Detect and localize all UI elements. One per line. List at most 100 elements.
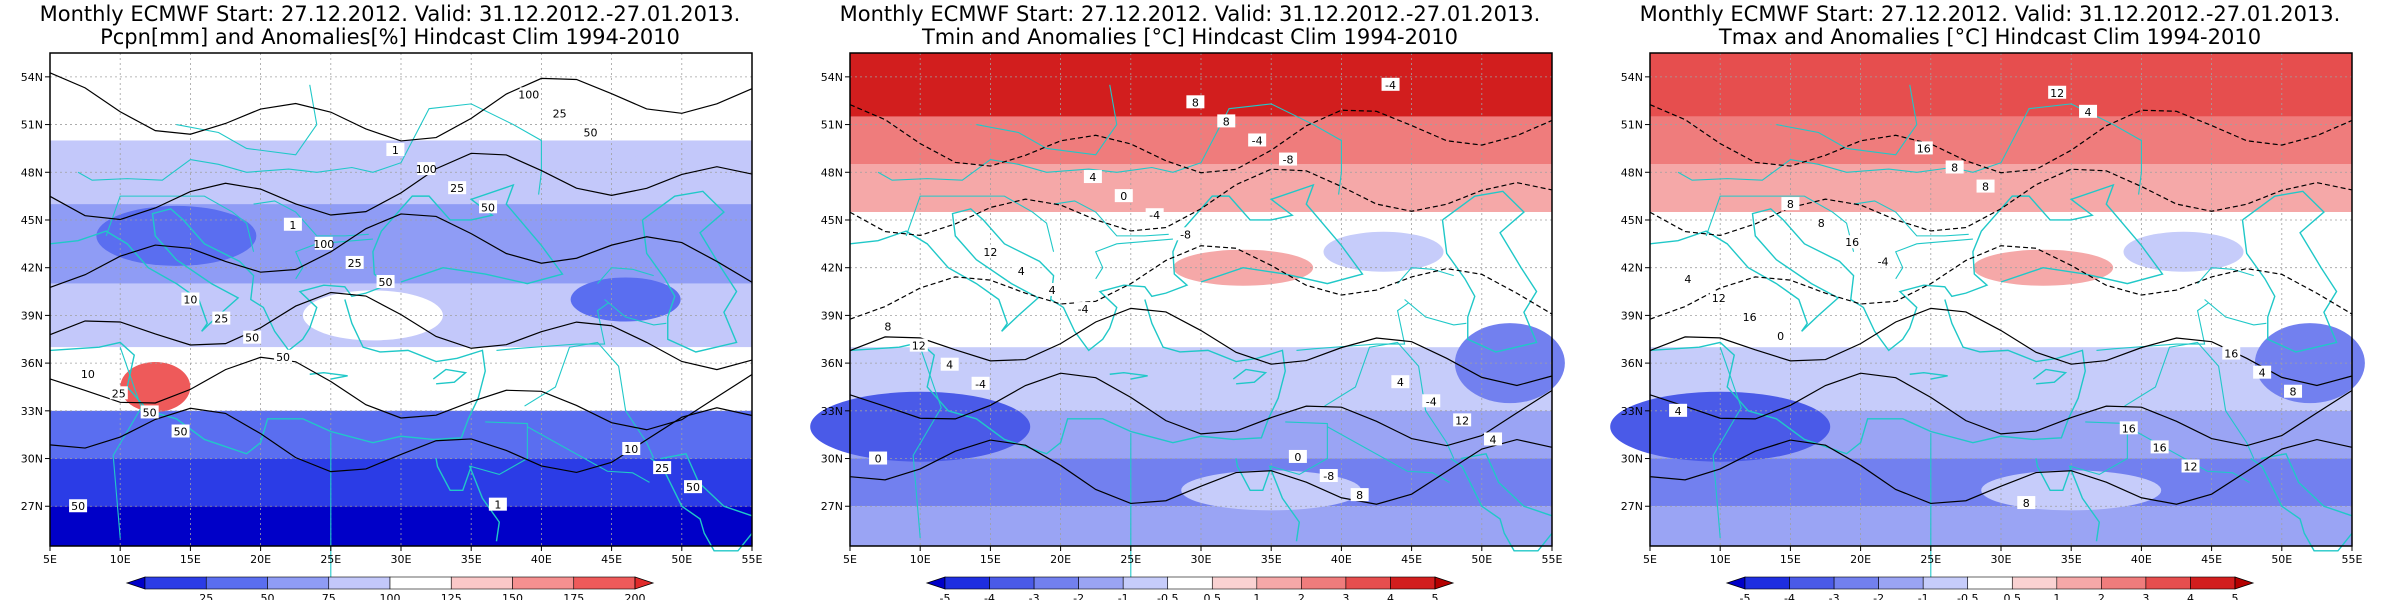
lat-tick-label: 30N <box>21 453 43 466</box>
colorbar-swatch <box>205 576 268 590</box>
colorbar-tick-label: 200 <box>625 592 646 600</box>
contour-label: 100 <box>313 238 334 251</box>
colorbar-swatch <box>1345 576 1391 590</box>
panel-title-line1: Monthly ECMWF Start: 27.12.2012. Valid: … <box>839 2 1541 26</box>
lon-tick-label: 55E <box>742 553 763 566</box>
contour-label: 50 <box>143 406 157 419</box>
lat-tick-label: 36N <box>1621 357 1643 370</box>
contour-labels: 0 -4 -4 -8 -8 -4 4 4 4 -4 -4 8 12 12 4 0 8 -8 -4 8 12 4 8 0 4 <box>869 77 1503 502</box>
colorbar-swatch <box>1833 576 1879 590</box>
axis-labels: 5E 10E 15E 20E 25E 30E 35E 40E 45E 50E 55E 27N 30N 33… <box>821 71 1563 566</box>
contour-label: 25 <box>348 257 362 270</box>
lat-tick-label: 51N <box>1621 119 1643 132</box>
panel-precipitation: Monthly ECMWF Start: 27.12.2012. Valid: … <box>0 0 780 600</box>
contour-label: 4 <box>1049 284 1056 297</box>
contour-label: -4 <box>1878 255 1889 268</box>
lat-tick-label: 48N <box>821 166 843 179</box>
lon-tick-label: 50E <box>1471 553 1492 566</box>
contour-label: 12 <box>1455 414 1469 427</box>
lon-tick-label: 40E <box>531 553 552 566</box>
contour-label: -4 <box>1078 303 1089 316</box>
contour-label: -4 <box>1252 134 1263 147</box>
contour-label: 4 <box>1397 376 1404 389</box>
lat-tick-label: 36N <box>21 357 43 370</box>
lon-tick-label: 5E <box>1643 553 1657 566</box>
contour-label: 50 <box>584 127 598 140</box>
lon-tick-label: 50E <box>2271 553 2292 566</box>
colorbar-tick-label: 1 <box>2053 592 2060 600</box>
colorbar-swatch <box>2011 576 2058 590</box>
colorbar-swatch <box>1967 576 2013 590</box>
contour-label: 4 <box>1089 171 1096 184</box>
lat-tick-label: 42N <box>821 262 843 275</box>
contour-label: 50 <box>481 201 495 214</box>
colorbar-tick-label: 2 <box>2098 592 2105 600</box>
colorbar-tick-label: 3 <box>1342 592 1349 600</box>
colorbar-tick-label: 0.5 <box>1204 592 1222 600</box>
colorbar-swatch <box>1211 576 1258 590</box>
colorbar-swatch <box>1789 576 1835 590</box>
contour-label: 50 <box>276 351 290 364</box>
contour-label: -4 <box>975 378 986 391</box>
lon-tick-label: 55E <box>1542 553 1563 566</box>
panel-tmax: Monthly ECMWF Start: 27.12.2012. Valid: … <box>1600 0 2380 600</box>
contour-labels: 50 50 50 50 50 50 50 50 50 25 25 25 25 25 25 100 100 100 1… <box>69 87 703 513</box>
lon-tick-label: 30E <box>391 553 412 566</box>
contour-label: 16 <box>2224 348 2238 361</box>
colorbar-tick-label: 5 <box>1432 592 1439 600</box>
colorbar-tick-label: 4 <box>2187 592 2194 600</box>
colorbar-tick-label: 100 <box>380 592 401 600</box>
contour-label: 8 <box>1982 181 1989 194</box>
lat-tick-label: 48N <box>1621 166 1643 179</box>
lon-tick-label: 20E <box>250 553 271 566</box>
lat-tick-label: 33N <box>1621 405 1643 418</box>
contour-label: 8 <box>1356 489 1363 502</box>
contour-label: 100 <box>416 163 437 176</box>
lat-tick-label: 33N <box>21 405 43 418</box>
colorbar: 25 50 75 100 125 150 175 200 <box>125 576 655 600</box>
contour-label: 16 <box>1845 236 1859 249</box>
colorbar-tick-label: 50 <box>261 592 275 600</box>
contour-label: 4 <box>2085 106 2092 119</box>
contour-label: 8 <box>1818 217 1825 230</box>
colorbar-tick-label: -2 <box>1073 592 1084 600</box>
colorbar-tick-label: -4 <box>984 592 995 600</box>
lon-tick-label: 25E <box>320 553 341 566</box>
panel-title-line2: Pcpn[mm] and Anomalies[%] Hindcast Clim … <box>100 25 680 49</box>
colorbar-tick-label: 2 <box>1298 592 1305 600</box>
contour-label: 16 <box>2122 422 2136 435</box>
contour-label: 12 <box>2050 87 2064 100</box>
colorbar-tick-label: 75 <box>322 592 336 600</box>
country-borders <box>877 84 1467 586</box>
contour-label: 0 <box>875 453 882 466</box>
contour-label: -4 <box>1149 209 1160 222</box>
contour-label: 1 <box>289 219 296 232</box>
contour-label: 4 <box>1018 265 1025 278</box>
contour-label: -8 <box>1323 470 1334 483</box>
contour-label: 1 <box>494 499 501 512</box>
lat-tick-label: 27N <box>1621 500 1643 513</box>
panel-title-line1: Monthly ECMWF Start: 27.12.2012. Valid: … <box>1639 2 2341 26</box>
country-borders <box>1677 84 2267 586</box>
contour-label: 50 <box>686 481 700 494</box>
lon-tick-label: 35E <box>1261 553 1282 566</box>
colorbar-swatch <box>328 576 391 590</box>
axis-labels: 5E 10E 15E 20E 25E 30E 35E 40E 45E 50E 55E 27N 30N 33… <box>1621 71 2363 566</box>
contour-label: -4 <box>1385 79 1396 92</box>
contour-label: 4 <box>1684 273 1691 286</box>
colorbar-tick-label: -0.5 <box>1957 592 1978 600</box>
lat-tick-label: 54N <box>821 71 843 84</box>
contour-label: 10 <box>183 294 197 307</box>
lon-tick-label: 15E <box>1780 553 1801 566</box>
map-precipitation: 50 50 50 50 50 50 50 50 50 25 25 25 25 25 25 100 100 100 1… <box>21 52 763 600</box>
lon-tick-label: 45E <box>1401 553 1422 566</box>
colorbar-tick-label: 0.5 <box>2004 592 2022 600</box>
lat-tick-label: 36N <box>821 357 843 370</box>
colorbar-swatch <box>944 576 990 590</box>
colorbar-tick-label: -3 <box>1029 592 1040 600</box>
colorbar-swatch <box>573 576 636 590</box>
lon-tick-label: 40E <box>1331 553 1352 566</box>
lon-tick-label: 45E <box>2201 553 2222 566</box>
lat-tick-label: 48N <box>21 166 43 179</box>
